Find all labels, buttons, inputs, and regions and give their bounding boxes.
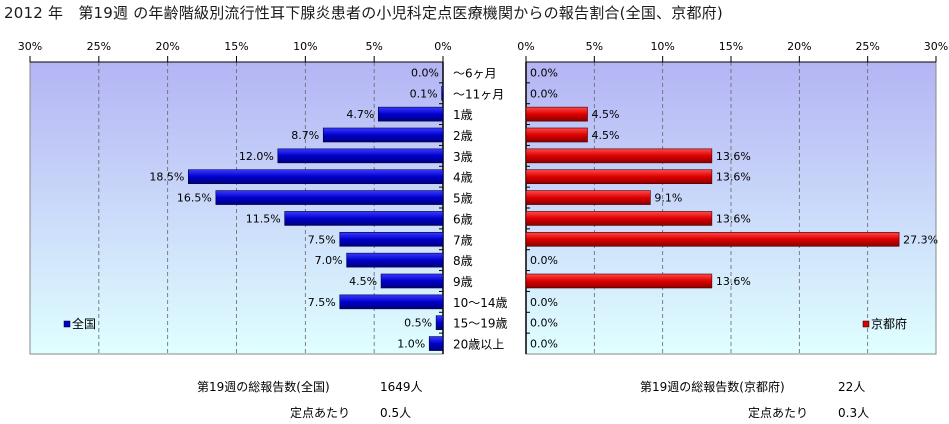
national-per-value: 0.5人 bbox=[380, 406, 412, 420]
national-x-tick-label: 0% bbox=[434, 40, 451, 53]
kyoto-x-tick-label: 20% bbox=[787, 40, 811, 53]
national-data-label: 1.0% bbox=[397, 338, 425, 351]
kyoto-data-label: 4.5% bbox=[592, 129, 620, 142]
kyoto-data-label: 13.6% bbox=[716, 171, 751, 184]
kyoto-total-label: 第19週の総報告数(京都府) bbox=[640, 380, 785, 394]
national-bar bbox=[277, 148, 444, 164]
national-bar bbox=[346, 252, 444, 268]
category-label: 6歳 bbox=[453, 212, 473, 226]
national-bar bbox=[188, 169, 444, 185]
category-label: 1歳 bbox=[453, 108, 473, 122]
kyoto-data-label: 9.1% bbox=[654, 192, 682, 205]
national-x-tick-label: 15% bbox=[224, 40, 248, 53]
national-bar bbox=[377, 106, 444, 122]
national-bar bbox=[215, 190, 444, 205]
kyoto-legend-swatch bbox=[862, 320, 870, 328]
kyoto-per-label: 定点あたり bbox=[748, 406, 809, 420]
national-data-label: 7.5% bbox=[308, 296, 336, 309]
category-label: ～6ヶ月 bbox=[453, 66, 497, 80]
national-x-tick-label: 20% bbox=[155, 40, 179, 53]
kyoto-bar bbox=[525, 190, 651, 205]
national-data-label: 11.5% bbox=[246, 212, 281, 225]
category-label: 10～14歳 bbox=[453, 296, 508, 310]
category-label: 5歳 bbox=[453, 192, 473, 206]
kyoto-data-label: 0.0% bbox=[530, 338, 558, 351]
kyoto-data-label: 0.0% bbox=[530, 254, 558, 267]
kyoto-data-label: 13.6% bbox=[716, 275, 751, 288]
national-x-tick-label: 30% bbox=[18, 40, 42, 53]
category-label: ～11ヶ月 bbox=[453, 87, 504, 101]
national-bar bbox=[284, 211, 444, 226]
kyoto-total-value: 22人 bbox=[838, 380, 866, 394]
national-legend-swatch bbox=[63, 320, 71, 328]
national-data-label: 18.5% bbox=[149, 171, 184, 184]
kyoto-plot-area bbox=[525, 61, 937, 355]
kyoto-bar bbox=[525, 169, 713, 185]
national-bar bbox=[380, 273, 444, 289]
national-data-label: 16.5% bbox=[177, 192, 212, 205]
kyoto-bar bbox=[525, 273, 713, 289]
kyoto-bar bbox=[525, 127, 588, 143]
national-bar bbox=[339, 231, 444, 247]
kyoto-data-label: 13.6% bbox=[716, 150, 751, 163]
national-data-label: 0.5% bbox=[404, 317, 432, 330]
national-data-label: 4.5% bbox=[349, 275, 377, 288]
category-label: 9歳 bbox=[453, 275, 473, 289]
national-data-label: 7.5% bbox=[308, 233, 336, 246]
national-per-label: 定点あたり bbox=[290, 406, 351, 420]
kyoto-per-value: 0.3人 bbox=[838, 406, 870, 420]
national-legend-label: 全国 bbox=[72, 316, 96, 331]
kyoto-x-tick-label: 0% bbox=[517, 40, 534, 53]
kyoto-bar bbox=[525, 106, 588, 122]
kyoto-data-label: 0.0% bbox=[530, 66, 558, 79]
national-total-value: 1649人 bbox=[380, 380, 423, 394]
chart-svg: 30% 25% 20% 15% 10% 5% 0% 0% 5% 10% 15% 20% 25% 30% 0.… bbox=[18, 40, 948, 355]
national-data-label: 0.1% bbox=[410, 87, 438, 100]
national-x-tick-label: 25% bbox=[87, 40, 111, 53]
kyoto-data-label: 27.3% bbox=[903, 233, 938, 246]
category-label: 20歳以上 bbox=[453, 338, 504, 352]
category-label: 4歳 bbox=[453, 171, 473, 185]
category-label: 8歳 bbox=[453, 254, 473, 268]
national-bar bbox=[441, 85, 444, 101]
national-data-label: 8.7% bbox=[291, 129, 319, 142]
category-label: 3歳 bbox=[453, 150, 473, 164]
category-label: 2歳 bbox=[453, 129, 473, 143]
kyoto-bar bbox=[525, 148, 713, 164]
national-x-tick-label: 10% bbox=[293, 40, 317, 53]
kyoto-bar bbox=[525, 211, 713, 226]
kyoto-data-label: 0.0% bbox=[530, 87, 558, 100]
kyoto-x-tick-label: 5% bbox=[586, 40, 603, 53]
kyoto-data-label: 4.5% bbox=[592, 108, 620, 121]
category-label: 7歳 bbox=[453, 233, 473, 247]
kyoto-data-label: 0.0% bbox=[530, 317, 558, 330]
kyoto-x-tick-label: 30% bbox=[924, 40, 948, 53]
kyoto-bar bbox=[525, 231, 900, 247]
chart-title: 2012 年 第19週 の年齢階級別流行性耳下腺炎患者の小児科定点医療機関からの… bbox=[4, 4, 723, 22]
category-label: 15～19歳 bbox=[453, 317, 508, 331]
kyoto-data-label: 0.0% bbox=[530, 296, 558, 309]
national-x-tick-label: 5% bbox=[365, 40, 382, 53]
kyoto-x-tick-label: 25% bbox=[855, 40, 879, 53]
kyoto-x-tick-label: 15% bbox=[719, 40, 743, 53]
kyoto-data-label: 13.6% bbox=[716, 212, 751, 225]
kyoto-legend-label: 京都府 bbox=[871, 316, 907, 331]
national-bar bbox=[428, 336, 444, 351]
national-data-label: 0.0% bbox=[411, 66, 439, 79]
kyoto-x-tick-label: 10% bbox=[650, 40, 674, 53]
national-data-label: 12.0% bbox=[239, 150, 274, 163]
national-data-label: 4.7% bbox=[346, 108, 374, 121]
national-bar bbox=[435, 315, 444, 331]
national-total-label: 第19週の総報告数(全国) bbox=[197, 380, 330, 394]
national-bar bbox=[322, 127, 444, 143]
national-bar bbox=[339, 294, 444, 310]
national-data-label: 7.0% bbox=[315, 254, 343, 267]
